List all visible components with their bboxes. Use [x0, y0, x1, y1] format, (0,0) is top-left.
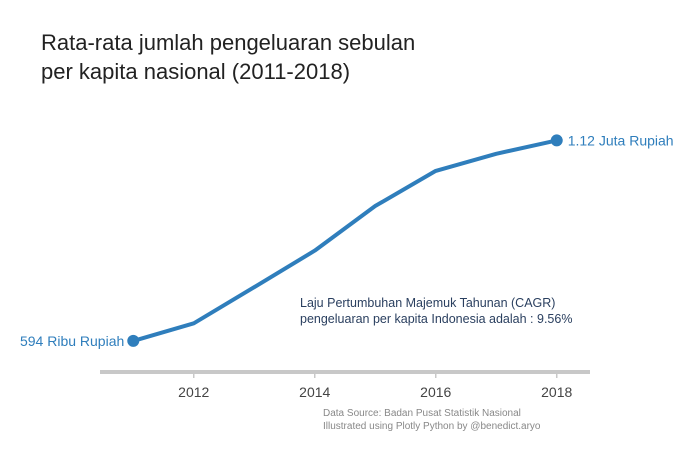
cagr-annotation-line-1: Laju Pertumbuhan Majemuk Tahunan (CAGR)	[300, 296, 556, 310]
source-note-line-2: Illustrated using Plotly Python by @bene…	[323, 421, 541, 432]
chart-title-line-1: Rata-rata jumlah pengeluaran sebulan	[41, 30, 416, 55]
source-note: Data Source: Badan Pusat Statistik Nasio…	[323, 407, 541, 433]
end-point-marker	[550, 134, 563, 147]
cagr-annotation-line-2: pengeluaran per kapita Indonesia adalah …	[300, 312, 573, 326]
end-value-label: 1.12 Juta Rupiah	[568, 132, 674, 148]
x-tick-label-2014: 2014	[299, 384, 330, 400]
cagr-annotation: Laju Pertumbuhan Majemuk Tahunan (CAGR) …	[300, 295, 572, 327]
x-tick-label-2018: 2018	[541, 384, 572, 400]
x-tick-label-2016: 2016	[420, 384, 451, 400]
series-line	[132, 138, 558, 343]
chart-title-line-2: per kapita nasional (2011-2018)	[41, 59, 351, 84]
start-value-label: 594 Ribu Rupiah	[20, 333, 124, 349]
x-tick-label-2012: 2012	[178, 384, 209, 400]
chart-title: Rata-rata jumlah pengeluaran sebulan per…	[41, 28, 415, 86]
start-point-marker	[127, 334, 140, 347]
x-axis-ticks: 2012 2014 2016 2018	[178, 372, 573, 400]
series-markers	[127, 134, 563, 347]
source-note-line-1: Data Source: Badan Pusat Statistik Nasio…	[323, 408, 521, 419]
